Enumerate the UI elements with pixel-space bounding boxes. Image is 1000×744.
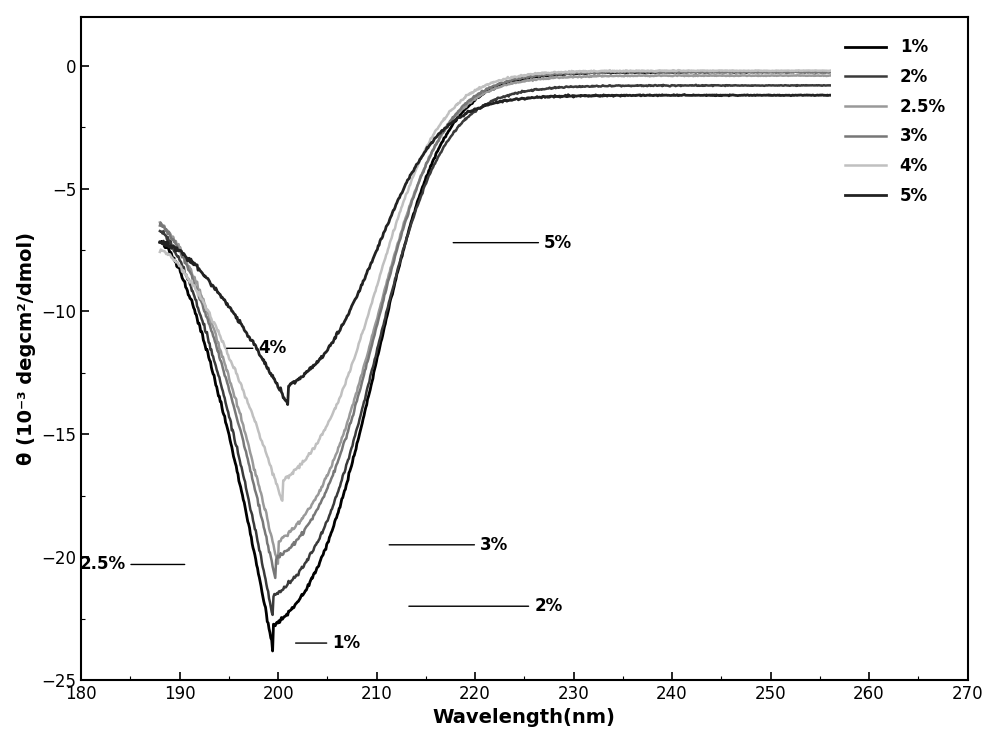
2% [197, 320, 209, 329]
5% [863, 91, 875, 100]
1% [607, 68, 619, 77]
2.5% [585, 72, 597, 81]
1% [693, 68, 705, 77]
Text: 2.5%: 2.5% [79, 556, 185, 574]
2.5% [863, 71, 875, 80]
X-axis label: Wavelength(nm): Wavelength(nm) [433, 708, 616, 728]
1% [267, 647, 279, 655]
2.5% [766, 71, 778, 80]
4% [585, 66, 597, 75]
2% [766, 81, 778, 90]
2.5% [567, 73, 579, 82]
2.5% [607, 71, 619, 80]
4% [694, 66, 706, 75]
Y-axis label: θ (10⁻³ degcm²/dmol): θ (10⁻³ degcm²/dmol) [17, 232, 36, 465]
2% [267, 610, 279, 619]
Text: 1%: 1% [296, 634, 360, 652]
Line: 1%: 1% [160, 71, 869, 651]
4% [766, 66, 778, 75]
2% [690, 80, 702, 89]
5% [678, 90, 690, 99]
2.5% [272, 559, 284, 568]
2% [567, 83, 579, 92]
1% [704, 67, 716, 76]
5% [197, 271, 209, 280]
5% [282, 400, 294, 409]
Text: 3%: 3% [389, 536, 508, 554]
Text: 2%: 2% [409, 597, 562, 615]
Line: 4%: 4% [160, 70, 869, 501]
3% [585, 68, 597, 77]
Legend: 1%, 2%, 2.5%, 3%, 4%, 5%: 1%, 2%, 2.5%, 3%, 4%, 5% [831, 25, 959, 218]
5% [607, 91, 619, 100]
4% [672, 65, 684, 74]
4% [154, 248, 166, 257]
4% [567, 68, 579, 77]
Line: 5%: 5% [160, 94, 869, 405]
2% [154, 227, 166, 236]
Text: 4%: 4% [227, 339, 287, 357]
1% [567, 68, 579, 77]
3% [607, 68, 619, 77]
3% [766, 68, 778, 77]
Text: 5%: 5% [453, 234, 572, 251]
3% [154, 221, 166, 230]
1% [766, 68, 778, 77]
3% [567, 69, 579, 78]
5% [567, 91, 579, 100]
5% [154, 238, 166, 247]
2% [694, 81, 706, 90]
2% [863, 81, 875, 90]
3% [269, 574, 281, 583]
5% [585, 92, 597, 100]
3% [863, 68, 875, 77]
4% [607, 66, 619, 75]
2% [607, 81, 619, 90]
2.5% [154, 218, 166, 227]
1% [863, 68, 875, 77]
4% [197, 298, 209, 307]
3% [197, 304, 209, 312]
1% [585, 68, 597, 77]
3% [645, 67, 657, 76]
1% [154, 237, 166, 246]
5% [694, 91, 706, 100]
2.5% [691, 71, 703, 80]
1% [197, 336, 209, 344]
Line: 2%: 2% [160, 85, 869, 615]
3% [694, 68, 706, 77]
Line: 3%: 3% [160, 71, 869, 578]
2.5% [197, 295, 209, 304]
2% [585, 82, 597, 91]
4% [276, 496, 288, 505]
Line: 2.5%: 2.5% [160, 75, 869, 564]
4% [863, 66, 875, 75]
2.5% [694, 71, 706, 80]
5% [766, 91, 778, 100]
